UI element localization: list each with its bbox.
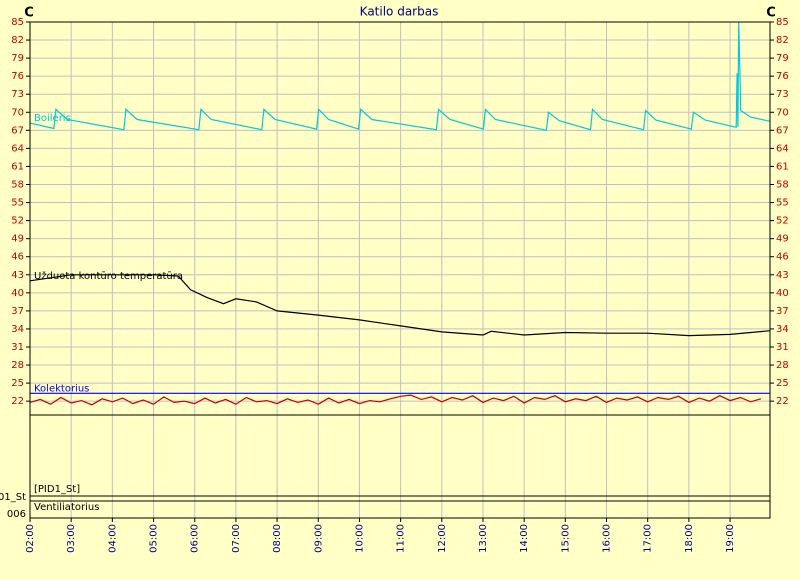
y-tick-label: 76: [11, 71, 24, 82]
y-tick-label: 46: [11, 252, 24, 263]
x-tick-label: 12:00: [437, 524, 448, 553]
y-tick-label: 70: [776, 107, 789, 118]
y-tick-label: 73: [11, 89, 24, 100]
y-tick-label: 82: [776, 35, 789, 46]
y-tick-label: 61: [11, 161, 24, 172]
plot-frame: [29, 21, 771, 519]
y-tick-label: 61: [776, 161, 789, 172]
lane-label: Ventiliatorius: [34, 502, 99, 513]
y-tick-label: 64: [11, 143, 24, 154]
series-line: [29, 274, 771, 337]
series-line: [29, 394, 762, 406]
y-tick-label: 79: [776, 53, 789, 64]
x-tick-label: 08:00: [272, 524, 283, 553]
series-label: Boileris: [34, 113, 71, 124]
y-tick-label: 28: [11, 360, 24, 371]
y-tick-label: 55: [11, 198, 24, 209]
x-tick-label: 15:00: [560, 524, 571, 553]
y-tick-label: 31: [776, 342, 789, 353]
y-tick-label: 28: [776, 360, 789, 371]
x-tick-label: 16:00: [602, 524, 613, 553]
series-line: [29, 21, 771, 132]
x-tick-label: 07:00: [231, 524, 242, 553]
y-tick-label: 85: [776, 17, 789, 28]
x-tick-label: 13:00: [478, 524, 489, 553]
y-tick-label: 34: [11, 324, 24, 335]
y-tick-label: 31: [11, 342, 24, 353]
x-tick-label: 05:00: [149, 524, 160, 553]
x-tick-label: 14:00: [519, 524, 530, 553]
y-tick-label: 43: [11, 270, 24, 281]
y-tick-label: 79: [11, 53, 24, 64]
y-tick-label: 73: [776, 89, 789, 100]
series-label: Užduota kontūro temperatūra: [34, 270, 183, 282]
chart-title: Katilo darbas: [360, 5, 439, 19]
x-tick-label: 19:00: [725, 524, 736, 553]
y-tick-label: 22: [776, 396, 789, 407]
x-tick-label: 11:00: [396, 524, 407, 553]
x-tick-label: 10:00: [354, 524, 365, 553]
y-tick-label: 58: [11, 179, 24, 190]
y-tick-label: 34: [776, 324, 789, 335]
y-tick-label: 40: [776, 288, 789, 299]
y-tick-label: 67: [11, 125, 24, 136]
lane-axis-label: 01_St: [0, 492, 26, 503]
y-tick-label: 46: [776, 252, 789, 263]
series: Boileris Užduota kontūro temperatūra Kolek…: [29, 21, 771, 406]
x-tick-label: 17:00: [643, 524, 654, 553]
lane-label: [PID1_St]: [34, 484, 80, 495]
y-tick-label: 49: [776, 234, 789, 245]
y-tick-label: 85: [11, 17, 24, 28]
y-tick-label: 22: [11, 396, 24, 407]
y-tick-label: 55: [776, 198, 789, 209]
x-tick-label: 06:00: [190, 524, 201, 553]
y-tick-label: 37: [776, 306, 789, 317]
y-tick-label: 64: [776, 143, 789, 154]
y-tick-label: 43: [776, 270, 789, 281]
y-tick-label: 40: [11, 288, 24, 299]
y-tick-label: 52: [11, 216, 24, 227]
y-tick-label: 25: [776, 378, 789, 389]
x-tick-label: 02:00: [25, 524, 36, 553]
x-tick-label: 09:00: [313, 524, 324, 553]
y-unit-left: C: [24, 6, 34, 21]
y-tick-label: 82: [11, 35, 24, 46]
x-tick-label: 03:00: [66, 524, 77, 553]
y-tick-label: 67: [776, 125, 789, 136]
y-tick-label: 58: [776, 179, 789, 190]
y-tick-label: 37: [11, 306, 24, 317]
x-tick-label: 04:00: [107, 524, 118, 553]
lane-axis-label: 006: [7, 509, 26, 520]
y-tick-label: 76: [776, 71, 789, 82]
y-tick-label: 25: [11, 378, 24, 389]
y-unit-right: C: [766, 6, 776, 21]
y-tick-label: 52: [776, 216, 789, 227]
y-tick-label: 49: [11, 234, 24, 245]
series-label: Kolektorius: [34, 383, 89, 394]
x-tick-label: 18:00: [684, 524, 695, 553]
y-tick-label: 70: [11, 107, 24, 118]
